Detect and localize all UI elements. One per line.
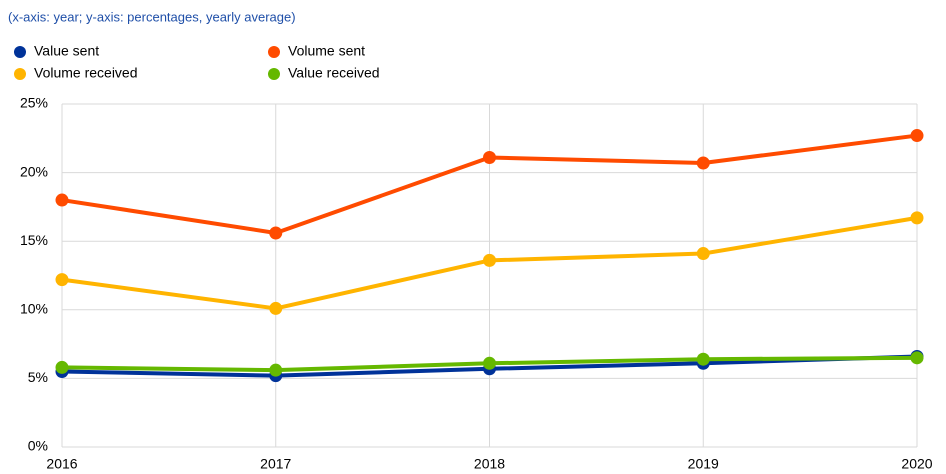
legend-label: Volume received (34, 65, 138, 81)
x-tick-label: 2019 (688, 456, 719, 472)
data-point (696, 247, 710, 261)
y-tick-label: 5% (28, 369, 48, 385)
data-point (910, 211, 924, 225)
data-point (910, 351, 924, 365)
data-point (696, 156, 710, 170)
data-point (269, 226, 283, 240)
legend-marker (268, 46, 280, 58)
data-point (55, 193, 69, 207)
data-point (269, 363, 283, 377)
y-tick-label: 25% (20, 95, 48, 111)
legend-label: Value sent (34, 43, 99, 59)
legend-marker (14, 68, 26, 80)
data-point (483, 253, 496, 267)
data-point (696, 352, 710, 366)
y-tick-label: 15% (20, 232, 48, 248)
data-point (55, 360, 69, 374)
chart-subtitle: (x-axis: year; y-axis: percentages, year… (8, 9, 296, 24)
y-tick-label: 20% (20, 163, 48, 179)
data-point (483, 356, 496, 370)
data-point (910, 129, 924, 143)
x-tick-label: 2017 (260, 456, 291, 472)
y-tick-label: 0% (28, 438, 48, 454)
legend-label: Value received (288, 65, 380, 81)
data-point (269, 301, 283, 315)
x-tick-label: 2016 (46, 456, 77, 472)
x-tick-label: 2018 (474, 456, 505, 472)
data-point (55, 273, 69, 287)
data-point (483, 151, 496, 165)
y-tick-label: 10% (20, 301, 48, 317)
legend-label: Volume sent (288, 43, 365, 59)
legend-marker (14, 46, 26, 58)
legend-marker (268, 68, 280, 80)
x-tick-label: 2020 (901, 456, 932, 472)
